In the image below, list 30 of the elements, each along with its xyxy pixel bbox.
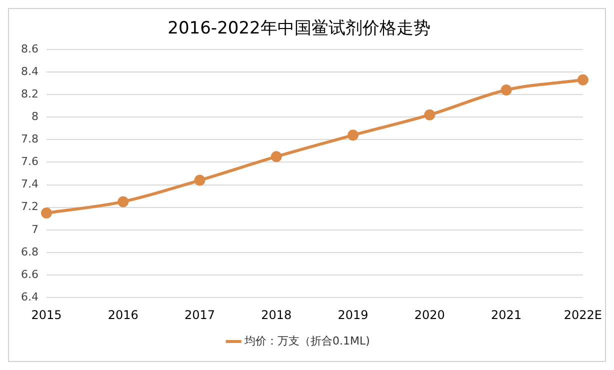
y-tick-label: 7.6 [20, 155, 38, 168]
point [270, 151, 282, 162]
point [194, 174, 206, 186]
x-tick-label: 2020 [414, 308, 445, 322]
x-tick-label: 2018 [261, 308, 292, 322]
y-tick-label: 7.4 [20, 178, 38, 191]
point [348, 130, 359, 141]
point [40, 207, 52, 218]
y-tick-label: 7.2 [20, 200, 38, 214]
x-tick-label: 2022E [564, 308, 602, 322]
x-tick-label: 2015 [31, 308, 62, 322]
y-tick-label: 8.2 [20, 87, 38, 100]
point [118, 196, 129, 208]
y-tick-label: 6.6 [20, 268, 38, 281]
point [500, 84, 512, 96]
x-tick-label: 2021 [491, 308, 522, 322]
chart-title: 2016-2022年中国鲎试剂价格走势 [168, 18, 430, 39]
x-tick-label: 2019 [338, 308, 368, 322]
y-tick-label: 7.8 [20, 132, 38, 146]
point [424, 109, 436, 120]
x-tick-label: 2017 [184, 308, 216, 322]
y-tick-label: 8.4 [20, 64, 38, 78]
y-tick-label: 8 [31, 110, 38, 123]
y-tick-label: 6.4 [20, 290, 38, 304]
legend-label: 均价：万支（折合0.1ML) [244, 334, 370, 348]
y-tick-label: 8.6 [20, 42, 38, 56]
y-tick-label: 7 [31, 222, 38, 236]
y-tick-label: 6.8 [20, 245, 38, 258]
x-tick-label: 2016 [108, 308, 138, 322]
point [577, 74, 588, 86]
